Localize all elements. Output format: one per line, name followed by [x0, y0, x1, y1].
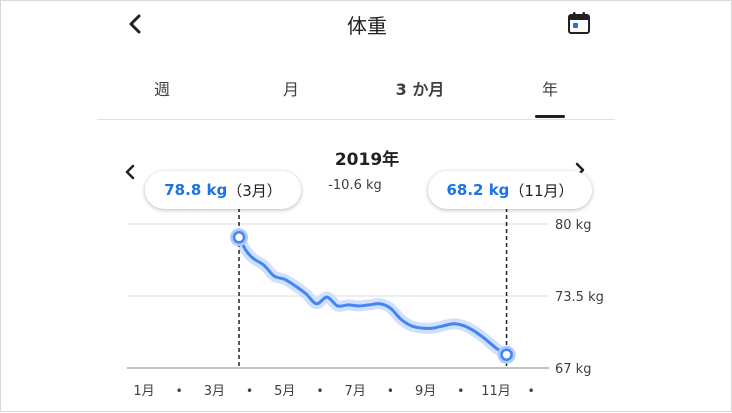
- back-button[interactable]: [119, 7, 153, 41]
- start-value-tooltip[interactable]: 78.8 kg （3月）: [145, 171, 301, 209]
- x-tick-dot: •: [246, 384, 253, 398]
- x-tick-label: 1月: [133, 384, 154, 399]
- data-point-marker: [232, 231, 246, 244]
- tab-three-months[interactable]: 3 か月: [395, 80, 445, 99]
- x-tick-label: 7月: [345, 384, 366, 399]
- x-tick-label: 9月: [415, 384, 436, 399]
- end-value-tooltip[interactable]: 68.2 kg （11月）: [428, 171, 592, 209]
- page-title: 体重: [347, 14, 387, 38]
- range-tabs: 週 月 3 か月 年: [97, 71, 615, 119]
- tab-year[interactable]: 年: [541, 80, 559, 99]
- start-value: 78.8 kg: [164, 181, 228, 199]
- top-bar: 体重: [1, 1, 732, 47]
- x-tick-dot: •: [528, 384, 535, 398]
- weight-trend-line: [237, 235, 509, 357]
- x-tick-dot: •: [387, 384, 394, 398]
- x-tick-label: 11月: [481, 384, 511, 399]
- x-tick-label: 3月: [204, 384, 225, 399]
- chevron-left-icon: [129, 14, 141, 34]
- x-tick-label: 5月: [274, 384, 295, 399]
- tab-week[interactable]: 週: [153, 80, 171, 99]
- weight-change: -10.6 kg: [328, 178, 382, 193]
- previous-period-button[interactable]: [121, 161, 139, 183]
- x-tick-dot: •: [457, 384, 464, 398]
- y-tick-label: 73.5 kg: [555, 290, 604, 305]
- y-tick-label: 80 kg: [555, 218, 591, 233]
- tabs-divider: [97, 119, 615, 120]
- x-tick-dot: •: [316, 384, 323, 398]
- chevron-left-icon: [125, 164, 135, 180]
- start-month: （3月）: [227, 181, 282, 200]
- x-tick-dot: •: [176, 384, 183, 398]
- tab-month[interactable]: 月: [282, 80, 300, 99]
- calendar-icon: [568, 12, 590, 34]
- end-value: 68.2 kg: [446, 181, 510, 199]
- y-tick-label: 67 kg: [555, 362, 591, 377]
- period-label: 2019年: [334, 150, 400, 170]
- calendar-button[interactable]: [566, 10, 592, 36]
- end-month: （11月）: [509, 181, 574, 200]
- selected-tab-indicator: [535, 115, 565, 118]
- data-point-marker: [500, 348, 513, 361]
